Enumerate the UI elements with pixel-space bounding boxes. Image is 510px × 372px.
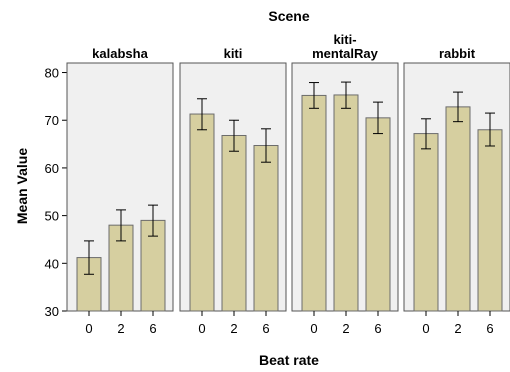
bar — [413, 133, 439, 312]
x-tick-label: 2 — [342, 321, 349, 336]
panel-title-line: kiti — [224, 46, 243, 61]
bar — [333, 94, 359, 312]
panel-title: kiti — [224, 46, 243, 61]
x-axis-label: Beat rate — [259, 352, 319, 368]
panel-title: kalabsha — [92, 46, 148, 61]
panel-3: rabbit 0 2 6 — [403, 46, 510, 336]
panel-2: kiti-mentalRay 0 2 6 — [291, 32, 399, 336]
y-tick-label: 80 — [45, 66, 59, 81]
bar — [445, 106, 471, 312]
x-tick-label: 0 — [198, 321, 205, 336]
y-tick-label: 60 — [45, 161, 59, 176]
y-tick-label: 50 — [45, 209, 59, 224]
panel-1: kiti 0 2 6 — [179, 46, 287, 336]
x-tick-label: 6 — [486, 321, 493, 336]
x-tick-label: 6 — [262, 321, 269, 336]
x-tick-label: 0 — [310, 321, 317, 336]
x-tick-label: 6 — [149, 321, 156, 336]
x-tick-label: 2 — [117, 321, 124, 336]
panel-title: kiti-mentalRay — [312, 32, 379, 61]
panel-0: kalabsha 0 2 6 — [66, 46, 174, 336]
bar — [301, 94, 327, 312]
panel-title-line: rabbit — [439, 46, 476, 61]
x-tick-label: 0 — [422, 321, 429, 336]
bar — [189, 113, 215, 312]
chart-title: Scene — [268, 8, 309, 24]
bar — [253, 145, 279, 312]
x-tick-label: 2 — [230, 321, 237, 336]
panel-title-line: kalabsha — [92, 46, 148, 61]
panel-title-line: mentalRay — [312, 46, 379, 61]
y-tick-label: 40 — [45, 256, 59, 271]
x-tick-label: 6 — [374, 321, 381, 336]
y-tick-label: 70 — [45, 113, 59, 128]
bar — [365, 117, 391, 312]
bar — [477, 129, 503, 312]
x-tick-label: 0 — [85, 321, 92, 336]
x-tick-label: 2 — [454, 321, 461, 336]
panel-title: rabbit — [439, 46, 476, 61]
bar — [221, 134, 247, 312]
panel-title-line: kiti- — [333, 32, 356, 47]
y-axis-label: Mean Value — [14, 148, 30, 224]
y-tick-label: 30 — [45, 304, 59, 319]
